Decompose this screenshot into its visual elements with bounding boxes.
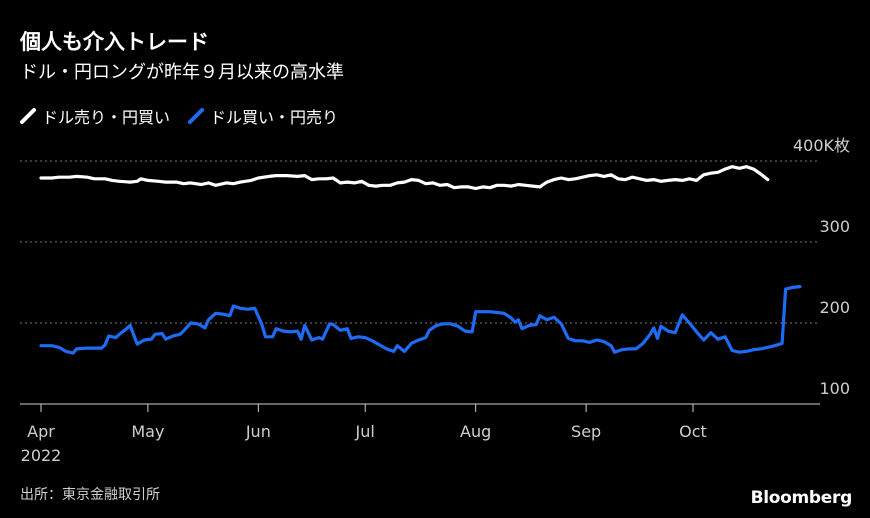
x-tick-sublabel: 2022 [21, 446, 62, 465]
legend-item-buy: ドル買い・円売り [188, 104, 338, 128]
x-tick-label: Jun [245, 422, 271, 441]
x-tick-label: Sep [571, 422, 601, 441]
y-tick-label: 100 [819, 379, 850, 398]
legend: ドル売り・円買い ドル買い・円売り [20, 104, 356, 128]
x-tick-label: Apr [27, 422, 55, 441]
legend-label-sell: ドル売り・円買い [42, 108, 171, 127]
legend-swatch-sell-icon [20, 108, 36, 124]
y-axis-labels: 400K枚 300 200 100 [793, 136, 850, 398]
series-line-sell [39, 165, 770, 191]
legend-label-buy: ドル買い・円売り [210, 108, 339, 127]
series-lines [39, 165, 802, 355]
chart-title: 個人も介入トレード [20, 30, 209, 54]
y-tick-label: 200 [819, 298, 850, 317]
y-tick-label: 400K枚 [793, 136, 850, 155]
chart-subtitle: ドル・円ロングが昨年９月以来の高水準 [20, 62, 344, 83]
x-axis: Apr 2022 May Jun Jul Aug Sep Oct [20, 403, 820, 465]
source-note: 出所：東京金融取引所 [20, 487, 160, 503]
x-tick-label: Jul [355, 422, 375, 441]
y-tick-label: 300 [819, 217, 850, 236]
series-line-buy [39, 285, 802, 355]
brand-logo: Bloomberg [750, 488, 853, 508]
legend-item-sell: ドル売り・円買い [20, 104, 170, 128]
x-tick-label: Aug [460, 422, 491, 441]
x-tick-label: May [131, 422, 164, 441]
legend-swatch-buy-icon [188, 108, 205, 124]
x-tick-label: Oct [679, 422, 707, 441]
gridlines [20, 160, 820, 324]
